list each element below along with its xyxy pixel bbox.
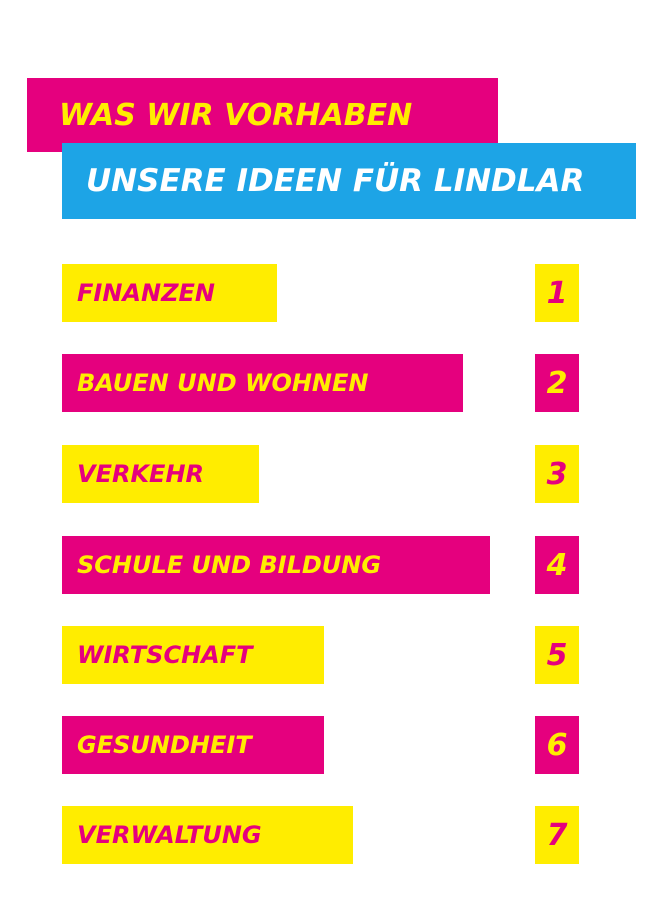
topic-label-verkehr: VERKEHR — [62, 445, 259, 503]
topic-number-1: 1 — [535, 264, 579, 322]
topic-label-finanzen: FINANZEN — [62, 264, 277, 322]
topic-label-schule-und-bildung: SCHULE UND BILDUNG — [62, 536, 490, 594]
topic-number-5: 5 — [535, 626, 579, 684]
topic-number-7: 7 — [535, 806, 579, 864]
topic-label-wirtschaft: WIRTSCHAFT — [62, 626, 324, 684]
topic-number-6: 6 — [535, 716, 579, 774]
topic-label-verwaltung: VERWALTUNG — [62, 806, 353, 864]
topic-number-2: 2 — [535, 354, 579, 412]
topic-label-gesundheit: GESUNDHEIT — [62, 716, 324, 774]
topic-label-bauen-und-wohnen: BAUEN UND WOHNEN — [62, 354, 463, 412]
page-title: WAS WIR VORHABEN — [27, 78, 498, 152]
page-subtitle: UNSERE IDEEN FÜR LINDLAR — [62, 143, 636, 219]
topic-number-3: 3 — [535, 445, 579, 503]
topic-number-4: 4 — [535, 536, 579, 594]
